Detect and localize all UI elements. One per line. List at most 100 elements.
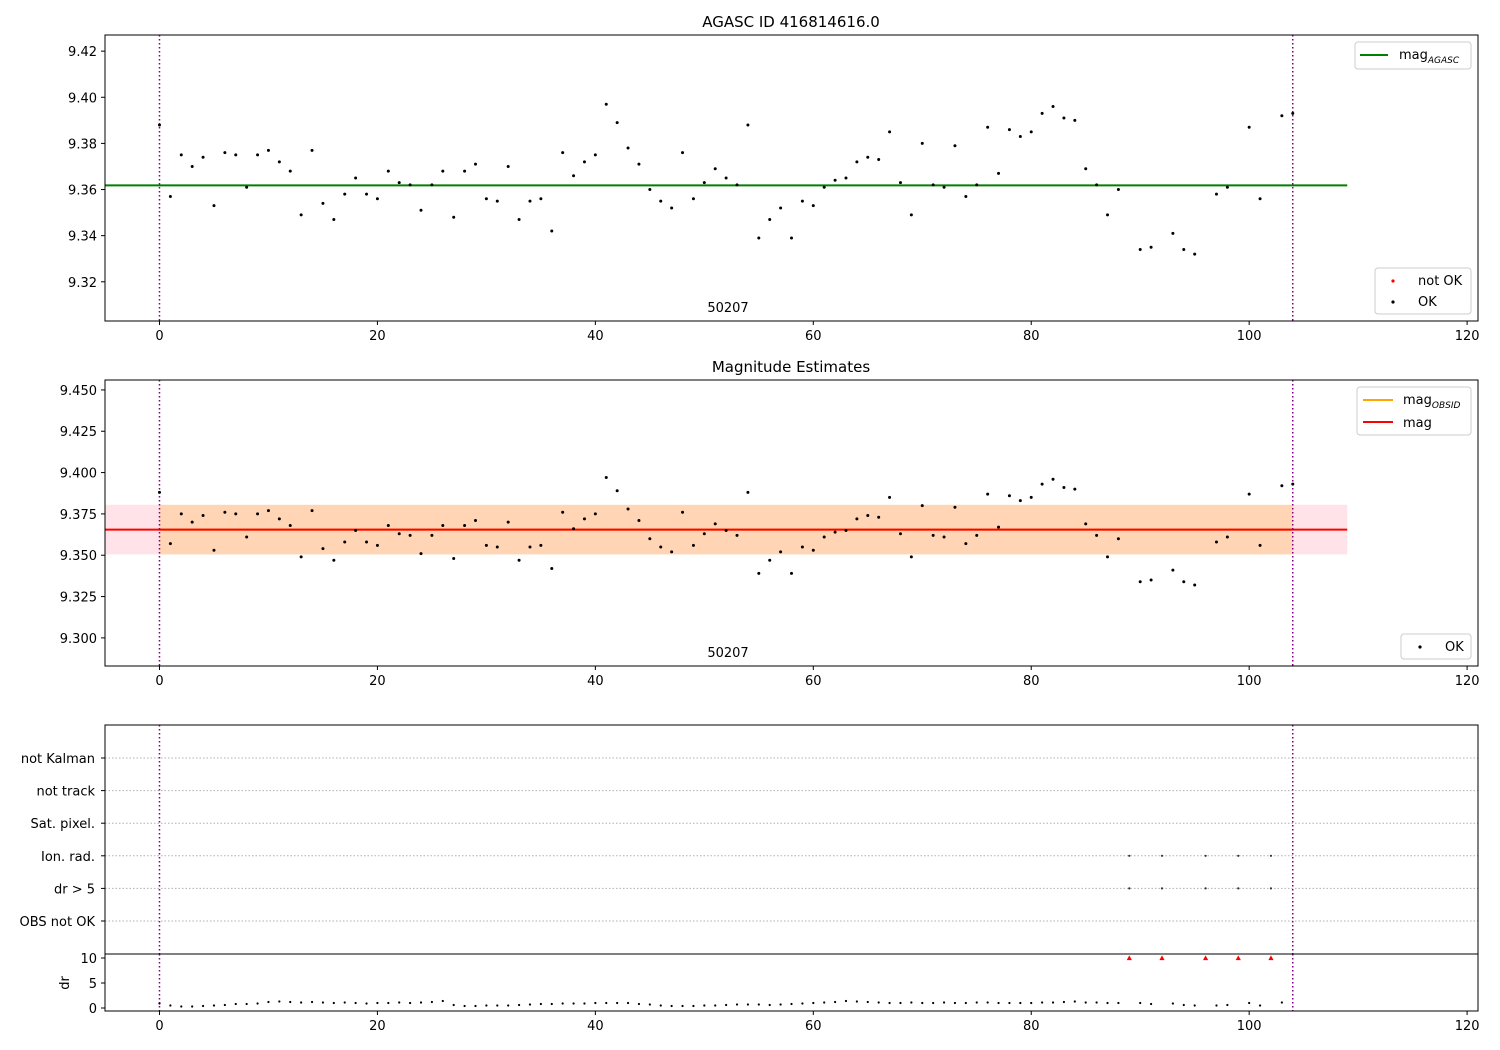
dr-xtick-label-1: 20	[369, 1019, 386, 1034]
dr-point-0-3	[191, 1005, 194, 1008]
estimates-ytick-label-2: 9.350	[60, 549, 97, 564]
agasc-point-0-74	[964, 194, 968, 198]
dr-xtick-label-0: 0	[155, 1019, 163, 1034]
dr-point-0-0	[158, 1002, 161, 1005]
agasc-point-0-76	[986, 125, 990, 129]
estimates-xtick-label-0: 0	[155, 674, 163, 689]
estimates-point-0-85	[1084, 522, 1088, 526]
agasc-xtick-label-5: 100	[1237, 329, 1262, 344]
dr-point-0-39	[583, 1002, 586, 1005]
agasc-legend-bottom-box	[1374, 267, 1472, 315]
agasc-point-0-64	[855, 160, 859, 164]
agasc-point-0-24	[419, 208, 423, 212]
estimates-ytick-label-1: 9.325	[60, 591, 97, 606]
agasc-point-0-89	[1138, 248, 1142, 251]
estimates-legend-ok-label: OK	[1445, 640, 1464, 655]
agasc-point-0-59	[800, 199, 804, 203]
dr-point-0-83	[1062, 1000, 1066, 1004]
estimates-point-0-48	[681, 510, 685, 514]
estimates-point-0-0	[157, 490, 161, 494]
agasc-point-0-1	[168, 194, 172, 198]
flags-point-1-2	[1204, 887, 1207, 890]
dr-point-0-55	[757, 1003, 760, 1006]
estimates-point-0-98	[1280, 484, 1284, 488]
estimates-point-0-34	[528, 545, 532, 549]
flags-point-1-1	[1160, 887, 1164, 890]
estimates-point-0-38	[572, 527, 576, 531]
dr-point-0-45	[648, 1003, 651, 1006]
dr-point-0-56	[768, 1003, 771, 1007]
estimates-point-0-13	[299, 555, 303, 559]
agasc-ytick-label-2: 9.36	[68, 184, 97, 199]
dr-point-0-16	[332, 1001, 335, 1005]
estimates-point-0-8	[245, 535, 249, 539]
estimates-point-0-15	[321, 547, 325, 551]
estimates-title: Magnitude Estimates	[712, 358, 870, 376]
dr-point-0-42	[616, 1001, 619, 1005]
dr-point-0-67	[888, 1001, 891, 1005]
agasc-point-0-46	[659, 199, 663, 203]
estimates-legend-mag-label: mag	[1403, 416, 1432, 431]
dr-point-0-29	[474, 1004, 477, 1008]
agasc-point-0-28	[463, 169, 467, 173]
agasc-ytick-label-4: 9.40	[68, 91, 97, 106]
dr-point-0-93	[1193, 1004, 1196, 1007]
agasc-point-0-39	[582, 160, 586, 164]
estimates-point-0-44	[637, 519, 641, 523]
estimates-frame	[104, 379, 1479, 667]
agasc-point-0-75	[975, 183, 979, 187]
agasc-point-0-41	[604, 102, 608, 106]
dr-point-1-4	[1268, 955, 1274, 961]
estimates-point-0-7	[234, 512, 238, 516]
dr-point-0-47	[670, 1004, 673, 1008]
estimates-point-0-89	[1138, 580, 1142, 584]
dr-point-0-88	[1117, 1001, 1120, 1005]
agasc-point-0-9	[256, 153, 260, 157]
agasc-point-0-87	[1106, 213, 1110, 217]
dr-point-0-65	[866, 1000, 869, 1004]
agasc-point-0-34	[528, 199, 532, 203]
agasc-point-0-88	[1116, 188, 1120, 192]
dr-point-0-76	[986, 1001, 989, 1004]
dr-point-0-95	[1226, 1003, 1229, 1007]
estimates-point-0-55	[757, 571, 761, 575]
flags-point-0-2	[1204, 854, 1207, 857]
estimates-point-0-35	[539, 543, 543, 547]
estimates-point-0-60	[811, 548, 815, 552]
estimates-point-0-62	[833, 530, 837, 534]
agasc-point-0-57	[779, 206, 783, 210]
estimates-point-0-11	[277, 517, 281, 521]
dr-point-0-11	[278, 1000, 281, 1003]
agasc-point-0-5	[212, 204, 216, 208]
estimates-point-0-82	[1051, 477, 1055, 481]
agasc-point-0-31	[495, 199, 499, 203]
dr-point-0-4	[201, 1004, 205, 1008]
dr-point-0-77	[997, 1001, 1000, 1005]
dr-point-0-24	[419, 1001, 423, 1004]
estimates-legend-bottom-box	[1400, 633, 1472, 660]
estimates-point-0-6	[223, 510, 227, 514]
agasc-point-0-11	[277, 160, 281, 164]
dr-point-0-87	[1106, 1001, 1109, 1005]
agasc-point-0-56	[768, 218, 772, 222]
agasc-panel: AGASC ID 416814616.0 0 20 40 60 80 100 120 9.3…	[68, 13, 1479, 344]
dr-panel: 0 20 40 60 80 100 120 0 5 10 dr	[58, 952, 1480, 1034]
estimates-point-0-54	[746, 490, 750, 494]
agasc-ytick-label-5: 9.42	[68, 45, 97, 60]
agasc-point-0-73	[953, 144, 957, 148]
dr-point-1-3	[1235, 955, 1241, 961]
agasc-point-0-30	[484, 197, 488, 201]
dr-point-0-33	[517, 1003, 521, 1007]
agasc-point-0-65	[866, 155, 870, 159]
agasc-xtick-label-6: 120	[1455, 329, 1480, 344]
estimates-point-0-95	[1225, 535, 1229, 539]
estimates-point-0-63	[844, 528, 848, 532]
dr-point-0-79	[1019, 1001, 1022, 1005]
dr-point-0-86	[1095, 1001, 1098, 1004]
agasc-legend-notok-marker	[1391, 279, 1395, 283]
dr-point-0-71	[932, 1001, 935, 1005]
dr-point-0-1	[169, 1004, 172, 1007]
agasc-point-0-47	[670, 206, 674, 210]
dr-point-0-68	[899, 1001, 902, 1005]
